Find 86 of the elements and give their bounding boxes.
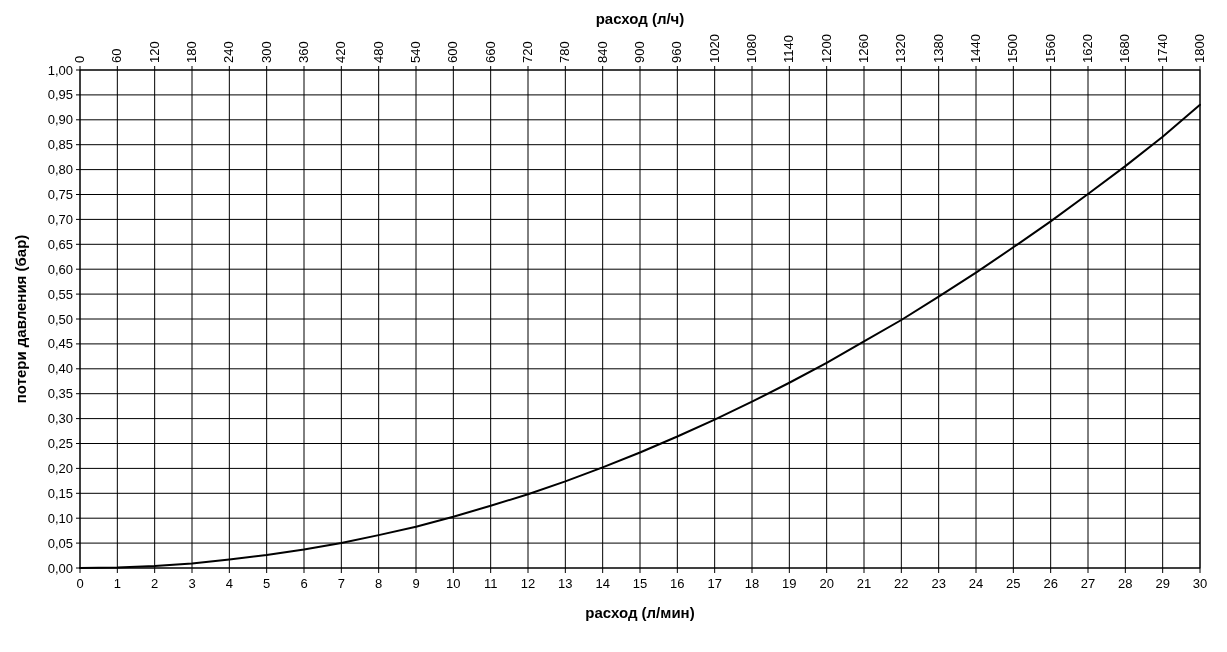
x2-tick-label: 1620 bbox=[1080, 34, 1095, 63]
x2-tick-label: 360 bbox=[296, 41, 311, 63]
x2-tick-label: 540 bbox=[408, 41, 423, 63]
y-tick-label: 0,65 bbox=[47, 236, 73, 252]
x2-tick-label: 600 bbox=[445, 41, 461, 63]
x-tick-label: 16 bbox=[670, 576, 685, 591]
y-tick-label: 0,45 bbox=[47, 336, 73, 352]
x2-tick-label: 1260 bbox=[856, 34, 871, 63]
y-tick-label: 0,00 bbox=[47, 560, 73, 576]
x-tick-label: 0 bbox=[76, 576, 84, 591]
x-tick-label: 26 bbox=[1043, 576, 1058, 591]
x2-tick-label: 0 bbox=[72, 55, 87, 63]
x2-tick-label: 960 bbox=[669, 41, 685, 63]
x-tick-label: 19 bbox=[782, 576, 797, 591]
x2-tick-label: 1380 bbox=[930, 34, 946, 63]
x2-tick-label: 480 bbox=[370, 41, 386, 63]
x-tick-label: 15 bbox=[632, 576, 648, 591]
x-tick-label: 7 bbox=[337, 576, 345, 591]
y-axis-title: потери давления (бар) bbox=[12, 234, 29, 404]
y-tick-label: 0,05 bbox=[47, 535, 73, 551]
x-tick-label: 27 bbox=[1080, 576, 1096, 591]
x-tick-label: 11 bbox=[483, 576, 498, 591]
x2-tick-label: 180 bbox=[184, 41, 199, 63]
y-tick-label: 1,00 bbox=[47, 62, 73, 78]
x2-tick-label: 1680 bbox=[1117, 34, 1133, 63]
x2-tick-label: 120 bbox=[146, 41, 162, 63]
x-tick-label: 29 bbox=[1155, 576, 1170, 591]
y-tick-label: 0,30 bbox=[47, 411, 73, 427]
x2-tick-label: 420 bbox=[333, 41, 349, 63]
x2-tick-label: 1020 bbox=[706, 34, 722, 63]
y-tick-label: 0,90 bbox=[47, 112, 73, 128]
x2-tick-label: 720 bbox=[520, 41, 535, 63]
x-tick-label: 8 bbox=[375, 576, 383, 591]
y-tick-label: 0,95 bbox=[47, 87, 73, 103]
x-tick-label: 12 bbox=[520, 576, 536, 591]
x-tick-label: 5 bbox=[263, 576, 271, 591]
x-tick-label: 4 bbox=[225, 576, 233, 591]
x-tick-label: 20 bbox=[819, 576, 834, 591]
x2-tick-label: 60 bbox=[109, 48, 125, 63]
x2-tick-label: 300 bbox=[258, 41, 274, 63]
y-tick-label: 0,10 bbox=[47, 510, 73, 526]
x-tick-label: 2 bbox=[151, 576, 159, 591]
x2-axis-title: расход (л/ч) bbox=[595, 10, 685, 27]
y-tick-label: 0,35 bbox=[47, 386, 73, 402]
x2-tick-label: 840 bbox=[594, 41, 610, 63]
x2-tick-label: 1320 bbox=[893, 34, 909, 63]
x-tick-label: 17 bbox=[707, 576, 722, 591]
x2-tick-label: 1440 bbox=[968, 34, 983, 63]
x-tick-label: 9 bbox=[412, 576, 420, 591]
y-tick-label: 0,15 bbox=[47, 485, 73, 501]
x-tick-label: 21 bbox=[856, 576, 872, 591]
y-tick-label: 0,55 bbox=[47, 286, 73, 302]
x2-tick-label: 1500 bbox=[1005, 34, 1021, 63]
x-tick-label: 24 bbox=[968, 576, 984, 591]
x2-tick-label: 240 bbox=[221, 41, 237, 63]
x2-tick-label: 1200 bbox=[818, 34, 834, 63]
x2-tick-label: 1140 bbox=[781, 35, 797, 63]
y-tick-label: 0,50 bbox=[47, 311, 73, 327]
x-tick-label: 23 bbox=[931, 576, 946, 591]
x-tick-label: 10 bbox=[446, 576, 461, 591]
x2-tick-label: 1740 bbox=[1154, 34, 1170, 63]
y-tick-label: 0,70 bbox=[47, 211, 73, 227]
x2-tick-label: 1560 bbox=[1042, 34, 1058, 63]
x2-tick-label: 1080 bbox=[744, 34, 759, 63]
x2-tick-label: 660 bbox=[482, 41, 498, 63]
x2-tick-label: 780 bbox=[557, 41, 573, 63]
y-tick-label: 0,25 bbox=[47, 436, 73, 451]
x-tick-label: 18 bbox=[744, 576, 760, 591]
y-tick-label: 0,80 bbox=[47, 162, 73, 178]
x-tick-label: 30 bbox=[1192, 576, 1208, 591]
y-tick-label: 0,40 bbox=[47, 361, 73, 377]
x2-tick-label: 900 bbox=[632, 41, 647, 63]
y-tick-label: 0,60 bbox=[47, 261, 73, 277]
x-tick-label: 28 bbox=[1118, 576, 1133, 591]
x-tick-label: 3 bbox=[188, 576, 196, 591]
y-tick-label: 0,75 bbox=[47, 187, 73, 202]
y-tick-label: 0,85 bbox=[47, 137, 73, 153]
x-tick-label: 14 bbox=[595, 576, 610, 591]
x-tick-label: 1 bbox=[113, 576, 121, 591]
x-tick-label: 13 bbox=[558, 576, 573, 591]
x2-tick-label: 1800 bbox=[1192, 34, 1207, 63]
x-tick-label: 6 bbox=[300, 576, 308, 591]
x-axis-title: расход (л/мин) bbox=[585, 604, 695, 621]
y-tick-label: 0,20 bbox=[47, 460, 73, 476]
x-tick-label: 22 bbox=[894, 576, 909, 591]
x-tick-label: 25 bbox=[1006, 576, 1021, 591]
